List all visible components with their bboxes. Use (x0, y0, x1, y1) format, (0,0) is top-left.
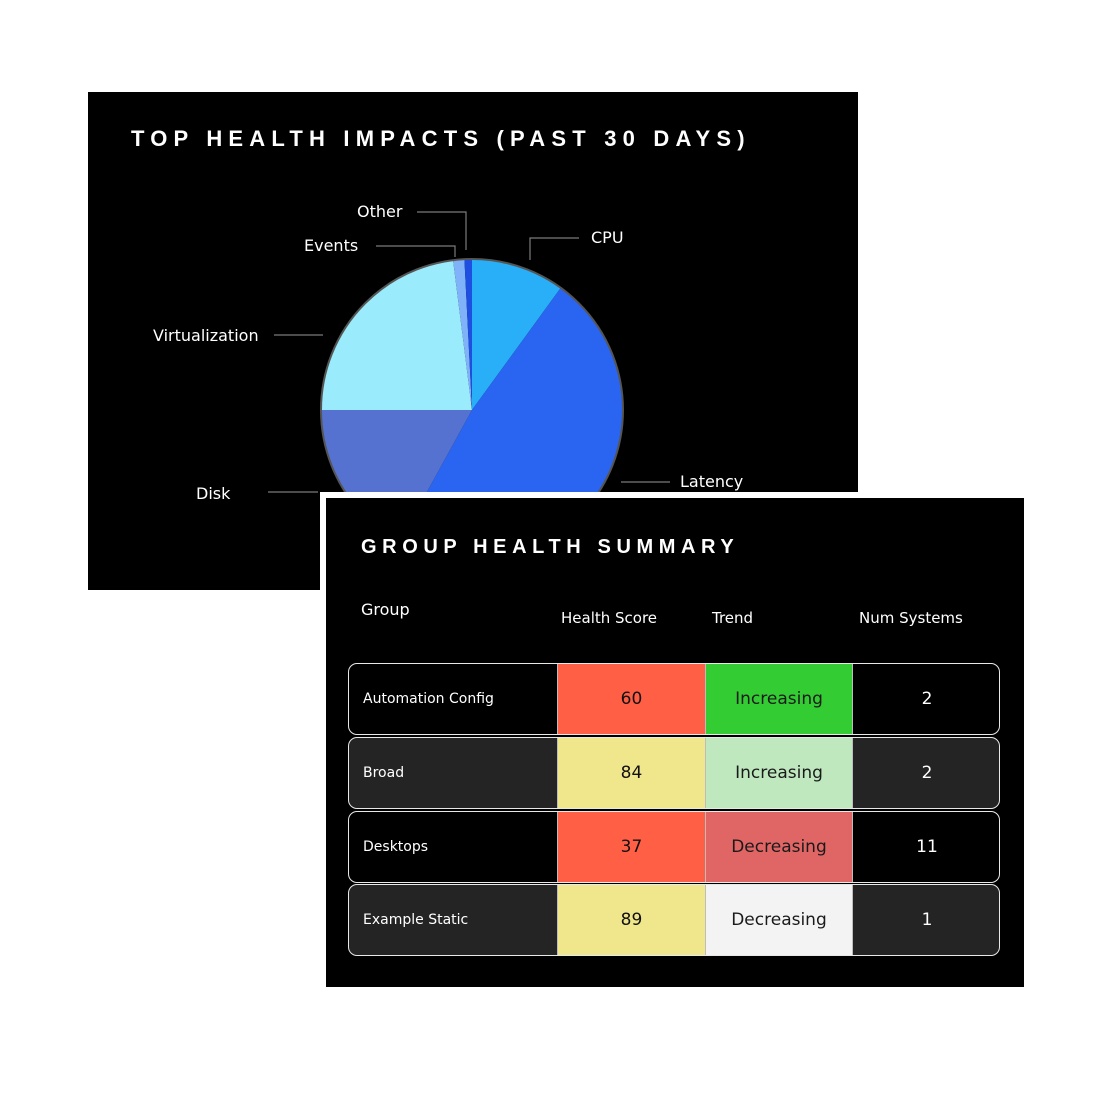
pie-label-disk: Disk (196, 484, 231, 503)
group-health-panel: GROUP HEALTH SUMMARY Group Health Score … (326, 498, 1024, 987)
pie-slice-other[interactable] (464, 259, 472, 410)
health-score-cell: 89 (558, 885, 706, 955)
table-row[interactable]: Desktops 37 Decreasing 11 (348, 811, 1000, 883)
trend-cell: Increasing (706, 738, 853, 808)
group-health-panel-frame: GROUP HEALTH SUMMARY Group Health Score … (320, 492, 1030, 992)
trend-cell: Decreasing (706, 885, 853, 955)
group-name-cell: Automation Config (349, 664, 558, 734)
pie-slice-cpu[interactable] (472, 259, 561, 410)
group-name-cell: Desktops (349, 812, 558, 882)
trend-cell: Decreasing (706, 812, 853, 882)
table-row[interactable]: Automation Config 60 Increasing 2 (348, 663, 1000, 735)
table-panel-title: GROUP HEALTH SUMMARY (361, 536, 740, 558)
pie-label-events: Events (304, 236, 358, 255)
health-score-cell: 37 (558, 812, 706, 882)
pie-slice-events[interactable] (453, 259, 472, 410)
pie-label-virtualization: Virtualization (153, 326, 259, 345)
column-header-group[interactable]: Group (361, 600, 410, 619)
pie-label-cpu: CPU (591, 228, 624, 247)
num-systems-cell: 1 (921, 910, 933, 930)
pie-slice-virtualization[interactable] (321, 260, 472, 410)
column-header-health-score[interactable]: Health Score (561, 609, 658, 627)
group-name-cell: Broad (349, 738, 558, 808)
pie-panel-title: TOP HEALTH IMPACTS (PAST 30 DAYS) (131, 126, 751, 151)
trend-cell: Increasing (706, 664, 853, 734)
num-systems-cell: 2 (921, 763, 933, 783)
num-systems-cell: 11 (916, 837, 938, 857)
health-score-cell: 60 (558, 664, 706, 734)
table-row[interactable]: Example Static 89 Decreasing 1 (348, 884, 1000, 956)
column-header-trend[interactable]: Trend (712, 609, 754, 627)
table-row[interactable]: Broad 84 Increasing 2 (348, 737, 1000, 809)
leader-line-events (376, 245, 456, 257)
column-header-num-systems[interactable]: Num Systems (859, 609, 963, 627)
pie-label-other: Other (357, 202, 403, 221)
leader-line-other (417, 211, 467, 250)
group-name-cell: Example Static (349, 885, 558, 955)
num-systems-cell: 2 (921, 689, 933, 709)
health-score-cell: 84 (558, 738, 706, 808)
pie-label-latency: Latency (680, 472, 743, 491)
leader-line-cpu (529, 237, 579, 260)
